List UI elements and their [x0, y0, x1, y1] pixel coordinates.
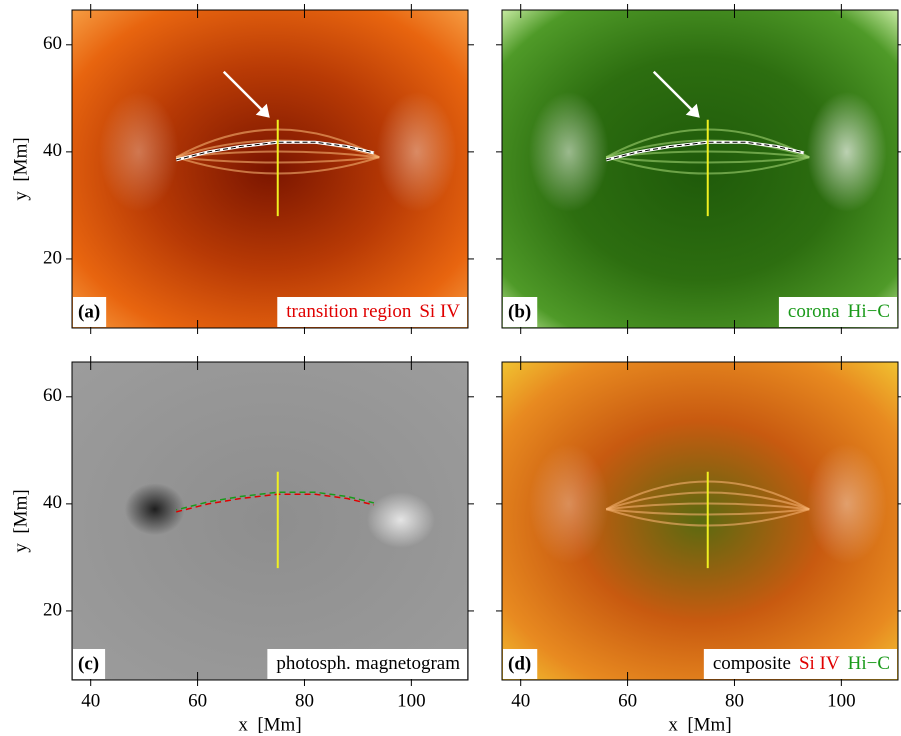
- caption-box: [778, 297, 897, 327]
- panel-frame: [71, 9, 469, 329]
- x-tick-label: 100: [397, 690, 426, 711]
- label-box: [73, 297, 107, 327]
- caption-part: Si IV: [799, 653, 840, 674]
- y-tick-label: 40: [43, 140, 62, 161]
- y-tick-label: 40: [43, 492, 62, 513]
- x-tick-label: 40: [81, 690, 100, 711]
- loop-trace: [176, 141, 375, 161]
- y-axis-label: y [Mm]: [10, 137, 31, 200]
- arrow-head: [685, 103, 700, 118]
- bright-footpoint: [528, 443, 609, 564]
- caption-part: Hi−C: [848, 653, 890, 674]
- bright-footpoint: [528, 91, 609, 212]
- magnetic-patch: [124, 483, 185, 536]
- panel: 20 40 60 (a) transition region Si IV: [43, 4, 474, 334]
- arrow-head: [255, 103, 270, 118]
- panel: (b) corona Hi−C: [496, 4, 901, 334]
- label-box: [73, 649, 106, 679]
- panel-label: (b): [508, 301, 531, 322]
- caption-part: transition region: [286, 301, 412, 322]
- bright-footpoint: [376, 91, 457, 212]
- panel-label: (d): [508, 653, 531, 674]
- panel-label: (a): [78, 301, 100, 322]
- caption: transition region Si IV: [286, 301, 460, 322]
- panel: 40 60 80 100 (d) composite Si IV Hi−C: [496, 356, 901, 711]
- x-tick-label: 80: [725, 690, 744, 711]
- x-axis-label: x [Mm]: [238, 714, 301, 735]
- caption-box: [277, 297, 467, 327]
- y-tick-label: 60: [43, 385, 62, 406]
- x-axis-label: x [Mm]: [668, 714, 731, 735]
- x-tick-label: 40: [511, 690, 530, 711]
- panel-frame: [501, 361, 899, 681]
- bright-footpoint: [806, 91, 887, 212]
- loop-trace: [606, 141, 805, 161]
- label-box: [503, 297, 538, 327]
- caption-part: composite: [713, 653, 791, 674]
- x-tick-label: 100: [827, 690, 856, 711]
- caption-box: [267, 649, 467, 679]
- caption-box: [703, 649, 897, 679]
- magnetic-patch: [366, 491, 435, 548]
- arrow: [652, 70, 697, 115]
- caption: composite Si IV Hi−C: [713, 653, 890, 674]
- y-axis-label: y [Mm]: [10, 489, 31, 552]
- caption-part: photosph. magnetogram: [276, 653, 460, 674]
- y-tick-label: 20: [43, 247, 62, 268]
- panel-frame: [501, 9, 899, 329]
- x-tick-label: 60: [188, 690, 207, 711]
- bright-footpoint: [98, 91, 179, 212]
- caption-part: Si IV: [419, 301, 460, 322]
- x-tick-label: 60: [618, 690, 637, 711]
- panel-label: (c): [78, 653, 99, 674]
- arrow: [222, 70, 267, 115]
- y-tick-label: 20: [43, 599, 62, 620]
- caption-part: Hi−C: [848, 301, 890, 322]
- caption: corona Hi−C: [788, 301, 890, 322]
- panel: 40 60 80 100 20 40 60 (c) photosph. magnetogram: [43, 356, 474, 711]
- caption-part: corona: [788, 301, 840, 322]
- caption: photosph. magnetogram: [276, 653, 460, 674]
- y-tick-label: 60: [43, 33, 62, 54]
- bright-footpoint: [806, 443, 887, 564]
- label-box: [503, 649, 538, 679]
- x-tick-label: 80: [295, 690, 314, 711]
- panel-frame: [71, 361, 469, 681]
